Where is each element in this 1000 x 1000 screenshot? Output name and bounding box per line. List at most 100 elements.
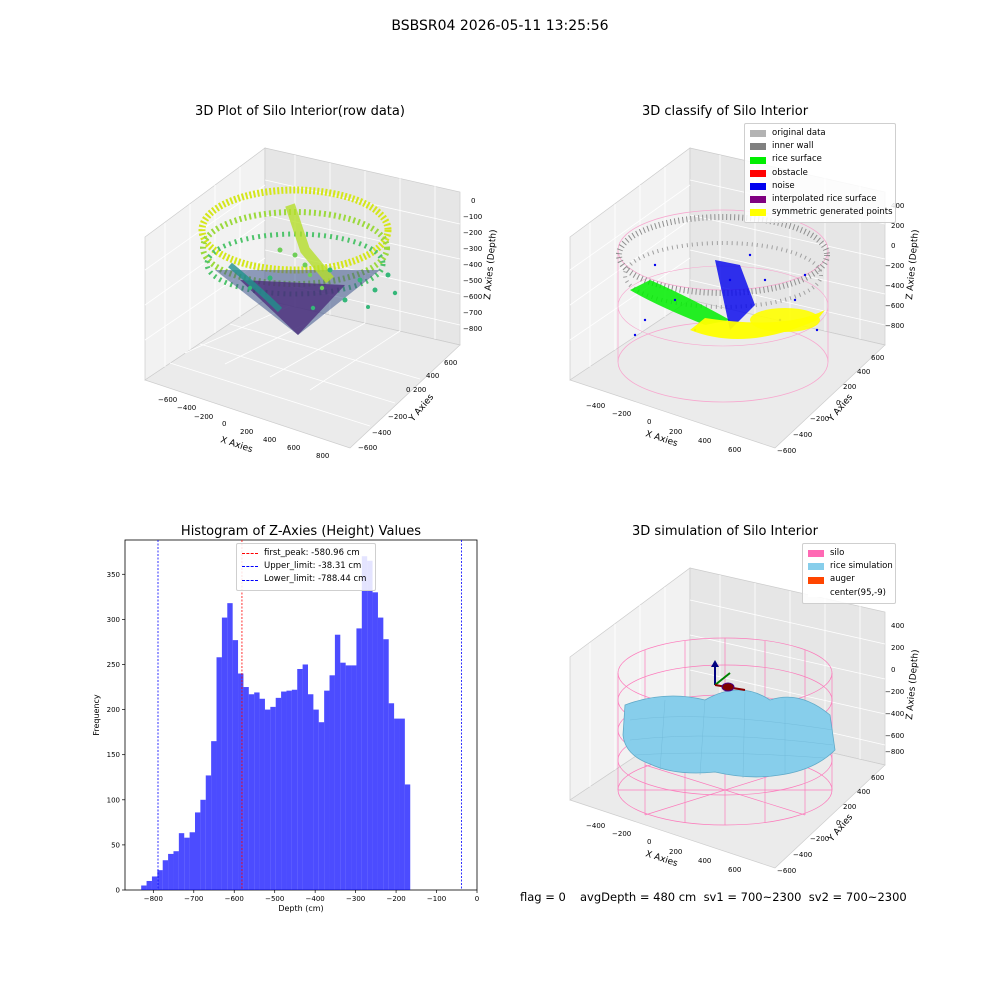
auger-marker	[711, 660, 746, 692]
legend-swatch	[750, 130, 766, 138]
legend-line	[242, 579, 258, 581]
x-tick-label: 0	[647, 418, 651, 426]
y-tick-label: −400	[793, 431, 812, 439]
legend-label: noise	[772, 180, 795, 191]
raw-x-ticks: −600 −400 −200 0 200 400 600 800	[158, 396, 329, 460]
y-tick-label: 600	[871, 354, 884, 362]
legend-label: rice simulation	[830, 561, 893, 572]
legend-item: noise	[750, 180, 890, 193]
z-tick-label: −400	[885, 710, 904, 718]
simulation-z-axis-label: Z Axies (Depth)	[905, 649, 921, 720]
histogram-bar	[377, 617, 384, 890]
classify-x-ticks: −400 −200 0 200 400 600	[586, 402, 741, 454]
simulation-y-axis-label: Y Axies	[826, 812, 855, 844]
y-tick-label: 350	[107, 571, 120, 579]
y-tick-label: 200	[413, 386, 426, 394]
histogram-bar	[404, 784, 411, 890]
histogram-bar	[372, 592, 378, 890]
legend-item: auger	[808, 573, 890, 586]
histogram-x-axis-label: Depth (cm)	[278, 904, 323, 913]
legend-item: rice simulation	[808, 560, 893, 573]
histogram-bar	[221, 617, 228, 890]
x-tick-label: −800	[144, 895, 163, 903]
simulation-z-ticks: 400 200 0 −200 −400 −600 −800	[885, 622, 904, 756]
z-tick-label: −400	[885, 282, 904, 290]
histogram-bar	[254, 692, 260, 890]
legend-swatch	[808, 589, 824, 597]
histogram-bar	[383, 639, 389, 890]
histogram-bar	[281, 691, 287, 890]
raw-x-axis-label: X Axies	[219, 435, 254, 455]
y-tick-label: 300	[107, 616, 120, 624]
x-tick-label: −400	[586, 402, 605, 410]
legend-label: Lower_limit: -788.44 cm	[264, 574, 367, 585]
x-tick-label: −600	[158, 396, 177, 404]
histogram-bar	[157, 870, 163, 890]
y-tick-label: −200	[388, 413, 407, 421]
x-tick-label: −200	[612, 410, 631, 418]
legend-line	[242, 566, 258, 568]
y-tick-label: 400	[857, 368, 870, 376]
histogram-bar	[216, 657, 222, 890]
classify-plot-title: 3D classify of Silo Interior	[641, 104, 809, 119]
raw-3d-plot: −600 −400 −200 0 200 400 600 800 X Axies…	[144, 147, 499, 460]
x-tick-label: −700	[184, 895, 203, 903]
histogram-bar	[184, 837, 190, 890]
histogram-bar	[361, 556, 368, 890]
legend-item: center(95,-9)	[808, 587, 890, 600]
histogram-bar	[329, 675, 335, 890]
z-tick-label: −100	[463, 213, 482, 221]
histogram-bar	[205, 775, 212, 890]
histogram-bar	[388, 703, 395, 890]
x-tick-label: 400	[263, 436, 276, 444]
legend-swatch	[750, 143, 766, 151]
histogram-bar	[146, 880, 152, 890]
histogram-bar	[243, 687, 249, 890]
x-tick-label: −400	[177, 404, 196, 412]
classify-legend: original data inner wall rice surface ob…	[744, 123, 896, 224]
legend-item: interpolated rice surface	[750, 193, 890, 206]
x-tick-label: −600	[225, 895, 244, 903]
histogram-bar	[248, 694, 255, 890]
figure-title: BSBSR04 2026-05-11 13:25:56	[391, 18, 609, 34]
histogram-bar	[178, 833, 185, 890]
z-tick-label: 200	[891, 222, 904, 230]
histogram-bar	[238, 673, 244, 890]
x-tick-label: 0	[647, 838, 651, 846]
histogram-bar	[297, 668, 303, 890]
histogram-bar	[194, 812, 201, 890]
legend-label: silo	[830, 548, 845, 558]
status-depth-summary: avgDepth = 480 cm sv1 = 700~2300 sv2 = 7…	[580, 890, 907, 904]
legend-label: rice surface	[772, 154, 822, 165]
raw-point-cloud	[198, 186, 398, 335]
z-tick-label: 400	[891, 202, 904, 210]
y-tick-label: 0	[836, 399, 840, 407]
legend-item: rice surface	[750, 153, 890, 166]
legend-line	[242, 553, 258, 555]
y-tick-label: −400	[372, 429, 391, 437]
x-tick-label: −400	[586, 822, 605, 830]
histogram-bar	[275, 697, 282, 890]
z-tick-label: 400	[891, 622, 904, 630]
z-tick-label: −200	[885, 688, 904, 696]
x-tick-label: −500	[265, 895, 284, 903]
rice-simulation-surface	[622, 689, 836, 778]
histogram-x-ticks: −800 −700 −600 −500 −400 −300 −200 −100 0	[144, 890, 479, 903]
histogram-bar	[302, 664, 308, 890]
histogram-bar	[286, 690, 292, 890]
x-tick-label: 0	[475, 895, 479, 903]
x-tick-label: −200	[612, 830, 631, 838]
histogram-bar	[334, 634, 341, 890]
x-tick-label: 600	[728, 866, 741, 874]
histogram-bar	[340, 662, 346, 890]
z-tick-label: −500	[463, 277, 482, 285]
y-tick-label: −200	[810, 835, 829, 843]
histogram-bar	[291, 689, 298, 890]
x-tick-label: 0	[222, 420, 226, 428]
legend-label: obstacle	[772, 167, 808, 178]
legend-item: first_peak: -580.96 cm	[242, 547, 370, 560]
y-tick-label: 600	[871, 774, 884, 782]
classify-z-axis-label: Z Axies (Depth)	[905, 229, 921, 300]
histogram-reference-lines	[157, 540, 462, 890]
y-tick-label: 400	[426, 372, 439, 380]
